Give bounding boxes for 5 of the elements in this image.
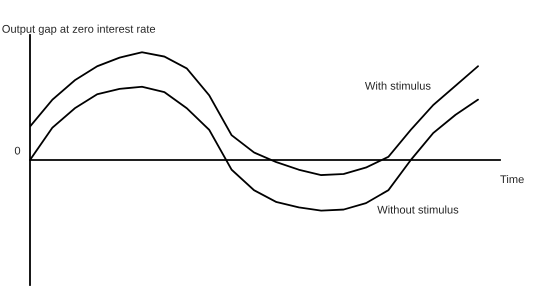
y-axis-title: Output gap at zero interest rate [2,24,156,35]
series-label: With stimulus [364,82,431,90]
text: 0 [14,146,20,155]
series-label: Without stimulus [377,205,458,214]
x-axis-title: Time [500,175,524,184]
